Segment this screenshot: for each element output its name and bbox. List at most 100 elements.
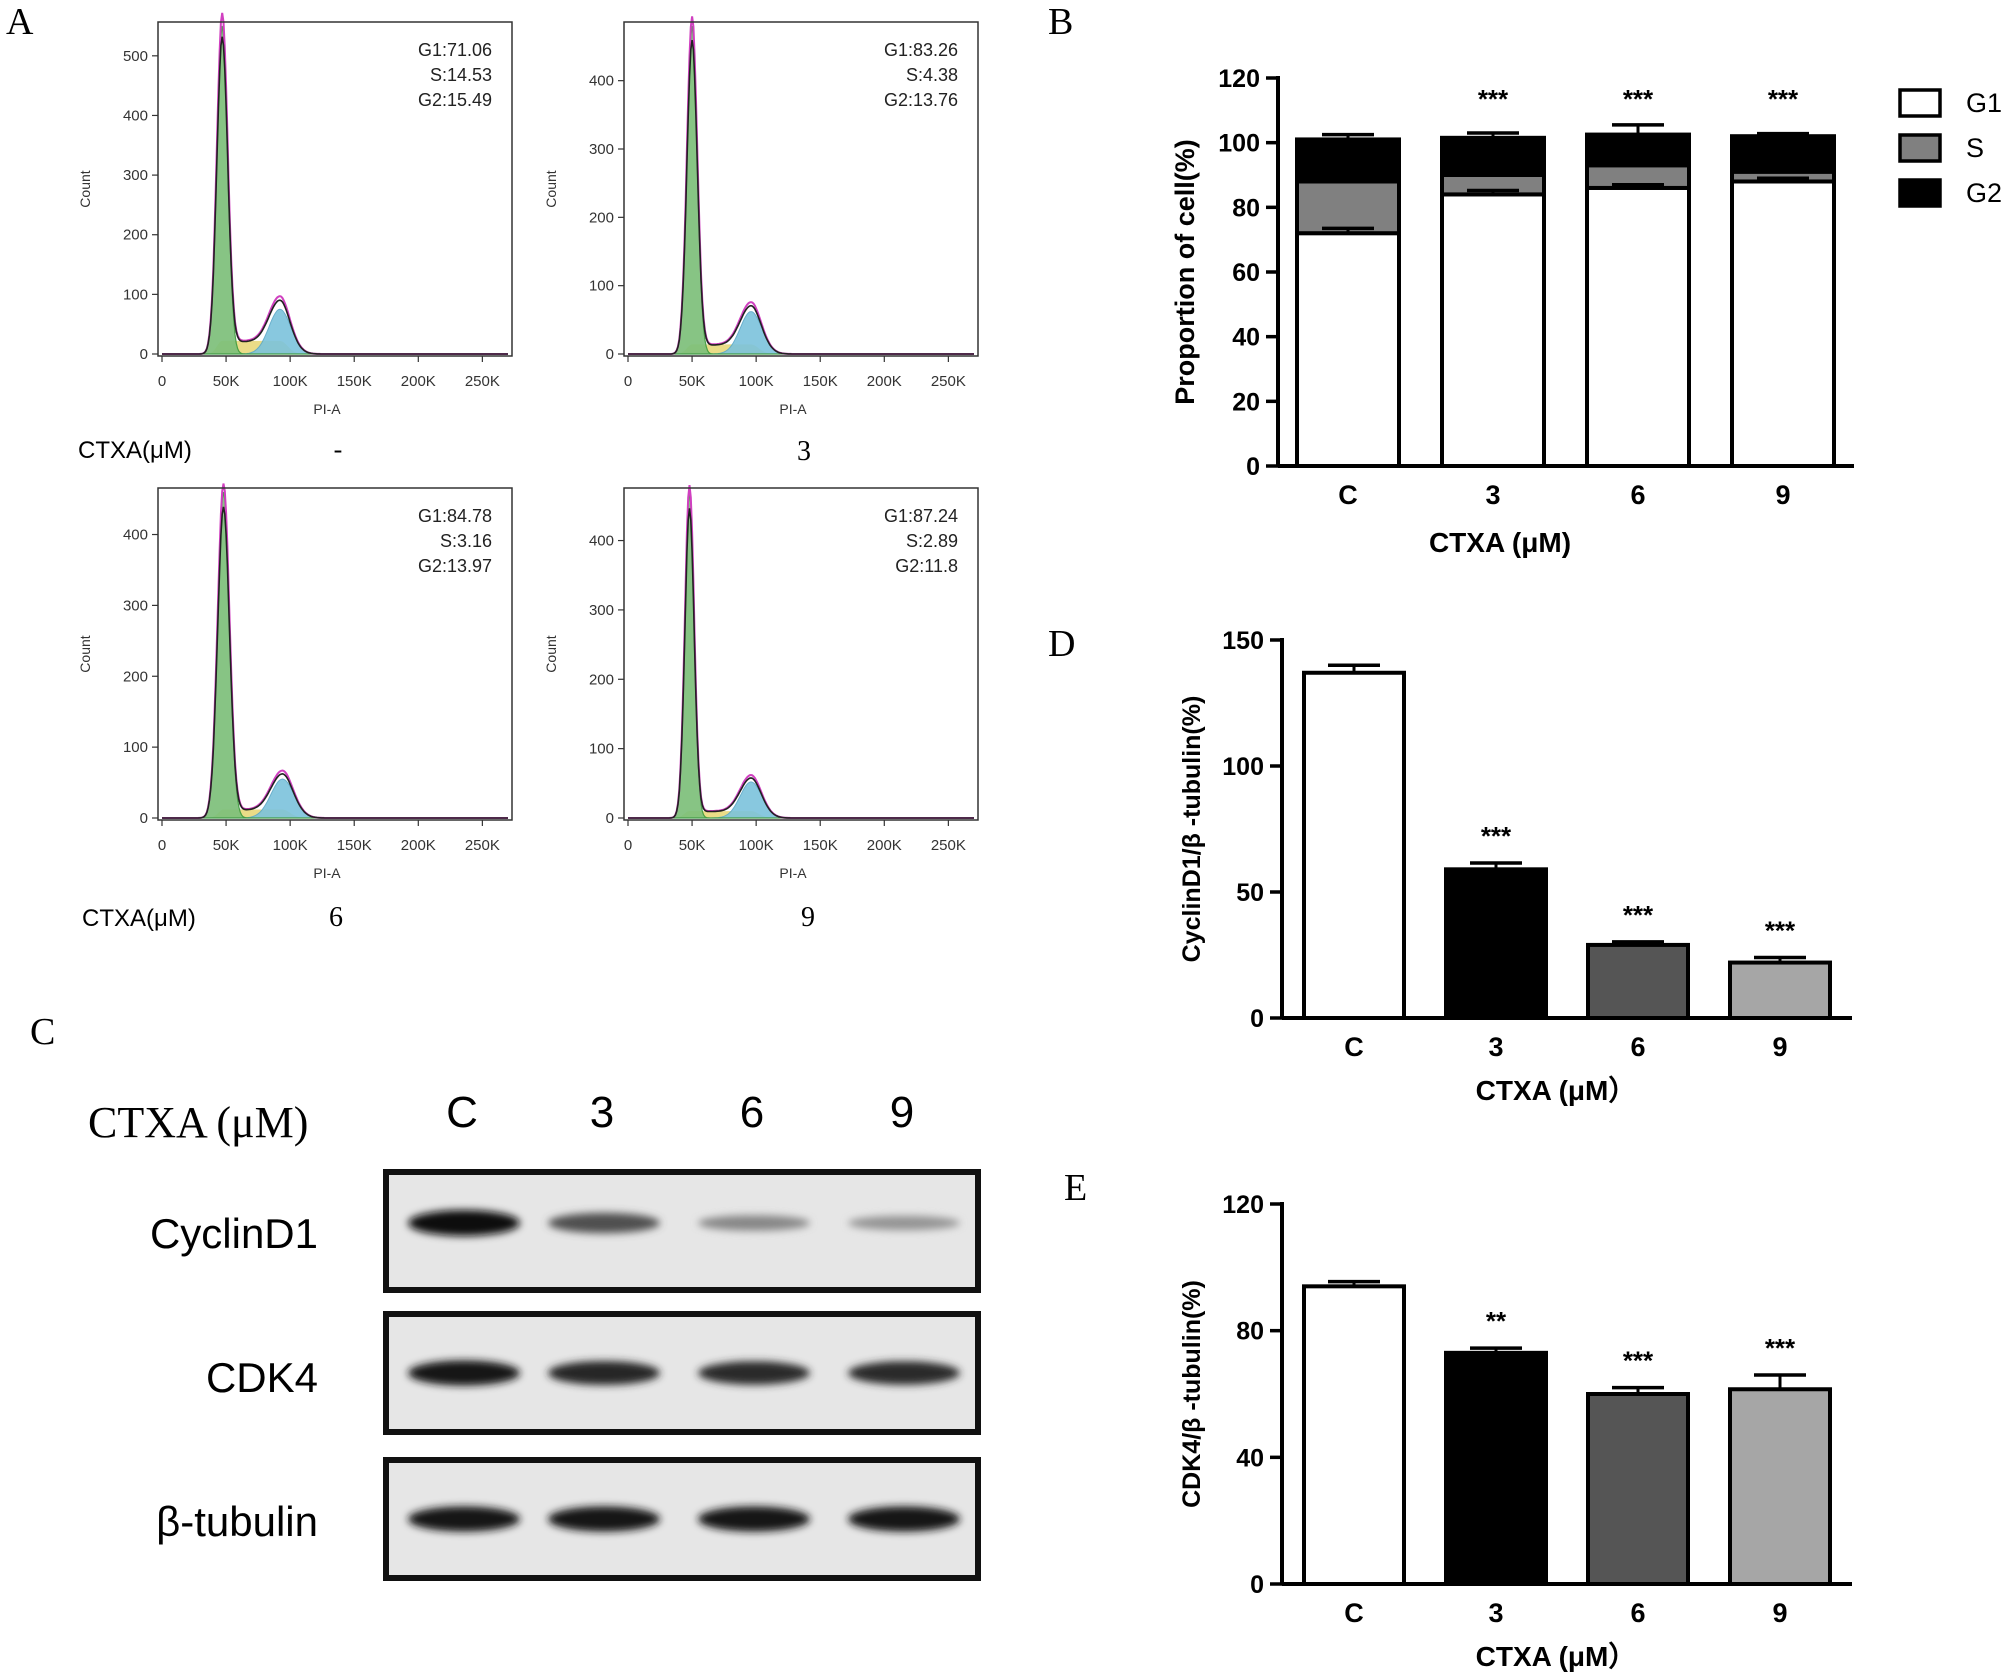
- phase-percent-label: G1:71.06: [418, 40, 492, 60]
- blot-protein-label: CyclinD1: [150, 1210, 318, 1257]
- x-tick-label: 100K: [273, 373, 308, 390]
- y-axis-label: Count: [543, 170, 559, 207]
- y-tick-label: 120: [1218, 65, 1260, 93]
- ctxa-label-bottom: CTXA(μM): [82, 905, 196, 932]
- y-tick-label: 200: [589, 671, 614, 688]
- phase-percent-label: G1:83.26: [884, 40, 958, 60]
- x-tick-label: 250K: [465, 373, 500, 390]
- histogram-data-line: [628, 508, 974, 819]
- bar-segment-g1: [1730, 179, 1836, 468]
- significance-marker: ***: [1623, 84, 1654, 114]
- y-tick-label: 150: [1222, 627, 1264, 655]
- y-tick-label: 100: [1222, 753, 1264, 781]
- blot-band: [848, 1506, 960, 1532]
- x-axis-label: PI-A: [779, 401, 807, 417]
- bar: [1302, 670, 1406, 1020]
- x-axis-label: PI-A: [313, 401, 341, 417]
- x-tick-label: 3: [1488, 1032, 1503, 1062]
- y-tick-label: 100: [123, 286, 148, 303]
- x-axis-label: PI-A: [779, 865, 807, 881]
- x-tick-label: 100K: [739, 837, 774, 854]
- flow-histogram-3um: 0 100 200 300 400 0 50K 100K 150K 200K 250K PI-A Cou…: [543, 16, 979, 417]
- x-axis-label: CTXA (μM）: [1476, 1640, 1637, 1672]
- bar: [1444, 867, 1548, 1020]
- y-tick-label: 0: [1250, 1005, 1264, 1033]
- legend: G1 S G2: [1898, 88, 2002, 208]
- histogram-s-fill: [162, 809, 508, 818]
- condition-label-6um: 6: [329, 902, 343, 933]
- phase-percent-label: G2:11.8: [895, 556, 958, 576]
- x-tick-label: 100K: [739, 373, 774, 390]
- panel-letter-d: D: [1048, 623, 1075, 665]
- x-tick-label: C: [1344, 1032, 1364, 1062]
- y-tick-label: 80: [1236, 1318, 1264, 1346]
- x-tick-label: 0: [158, 837, 166, 854]
- significance-marker: ***: [1765, 916, 1796, 946]
- y-tick-label: 500: [123, 48, 148, 65]
- y-tick-label: 100: [123, 739, 148, 756]
- x-tick-label: C: [1338, 480, 1358, 510]
- x-tick-label: 200K: [867, 373, 902, 390]
- legend-label: G2: [1966, 178, 2002, 208]
- blot-lane-label: 6: [740, 1088, 764, 1137]
- x-tick-label: 9: [1775, 480, 1790, 510]
- blot-row-1: CyclinD1: [150, 1169, 981, 1293]
- significance-marker: ***: [1481, 821, 1512, 851]
- x-tick-label: 200K: [401, 373, 436, 390]
- blot-lane-label: C: [446, 1088, 478, 1137]
- blot-band: [548, 1506, 660, 1532]
- histogram-data-line: [162, 36, 508, 355]
- histogram-s-fill: [628, 811, 974, 818]
- blot-header-label: CTXA (μM): [88, 1098, 308, 1147]
- x-tick-label: 0: [158, 373, 166, 390]
- chart-cyclind1: 0 50 100 150 CyclinD1/β -tubulin(%) CTXA (μM）…: [1178, 627, 1852, 1106]
- y-tick-label: 0: [1246, 453, 1260, 481]
- x-tick-label: 200K: [867, 837, 902, 854]
- x-tick-label: 6: [1630, 1598, 1645, 1628]
- histogram-frame: [157, 21, 513, 357]
- x-tick-label: 0: [624, 373, 632, 390]
- blot-protein-label: CDK4: [206, 1354, 318, 1401]
- x-tick-label: 250K: [465, 837, 500, 854]
- histogram-s-fill: [628, 344, 974, 354]
- x-tick-label: 50K: [213, 837, 240, 854]
- y-tick-label: 40: [1232, 324, 1260, 352]
- y-tick-label: 100: [589, 278, 614, 295]
- bar: [1586, 942, 1690, 1020]
- y-tick-label: 0: [1250, 1571, 1264, 1599]
- phase-percent-label: S:4.38: [906, 65, 958, 85]
- y-tick-label: 20: [1232, 388, 1260, 416]
- y-tick-label: 50: [1236, 879, 1264, 907]
- phase-percent-label: G2:15.49: [418, 90, 492, 110]
- flow-histogram-6um: 0 100 200 300 400 0 50K 100K 150K 200K 250K PI-A Cou…: [77, 483, 513, 881]
- blot-row-3: β-tubulin: [156, 1457, 981, 1581]
- y-tick-label: 400: [589, 533, 614, 550]
- x-tick-label: 50K: [679, 373, 706, 390]
- blot-protein-label: β-tubulin: [156, 1498, 318, 1545]
- phase-percent-label: S:3.16: [440, 531, 492, 551]
- legend-swatch-g1: [1898, 88, 1942, 118]
- x-axis-label: PI-A: [313, 865, 341, 881]
- condition-label-9um: 9: [801, 902, 815, 933]
- histogram-data-line: [162, 506, 508, 819]
- bar-segment-g2: [1440, 135, 1546, 177]
- panel-letter-c: C: [30, 1011, 55, 1053]
- y-tick-label: 0: [606, 346, 614, 363]
- y-tick-label: 400: [123, 527, 148, 544]
- y-tick-label: 120: [1222, 1191, 1264, 1219]
- blot-band: [848, 1361, 960, 1385]
- phase-percent-label: G2:13.76: [884, 90, 958, 110]
- significance-marker: ***: [1623, 1346, 1654, 1376]
- bar: [1586, 1392, 1690, 1586]
- legend-swatch-s: [1898, 133, 1942, 163]
- blot-band: [698, 1506, 810, 1532]
- significance-marker: ***: [1768, 84, 1799, 114]
- x-tick-label: 150K: [337, 837, 372, 854]
- bar: [1444, 1350, 1548, 1587]
- phase-percent-label: S:14.53: [430, 65, 492, 85]
- y-tick-label: 40: [1236, 1444, 1264, 1472]
- phase-percent-label: G2:13.97: [418, 556, 492, 576]
- blot-band: [548, 1360, 660, 1386]
- x-tick-label: 0: [624, 837, 632, 854]
- flow-histogram-9um: 0 100 200 300 400 0 50K 100K 150K 200K 250K PI-A Cou…: [543, 484, 979, 881]
